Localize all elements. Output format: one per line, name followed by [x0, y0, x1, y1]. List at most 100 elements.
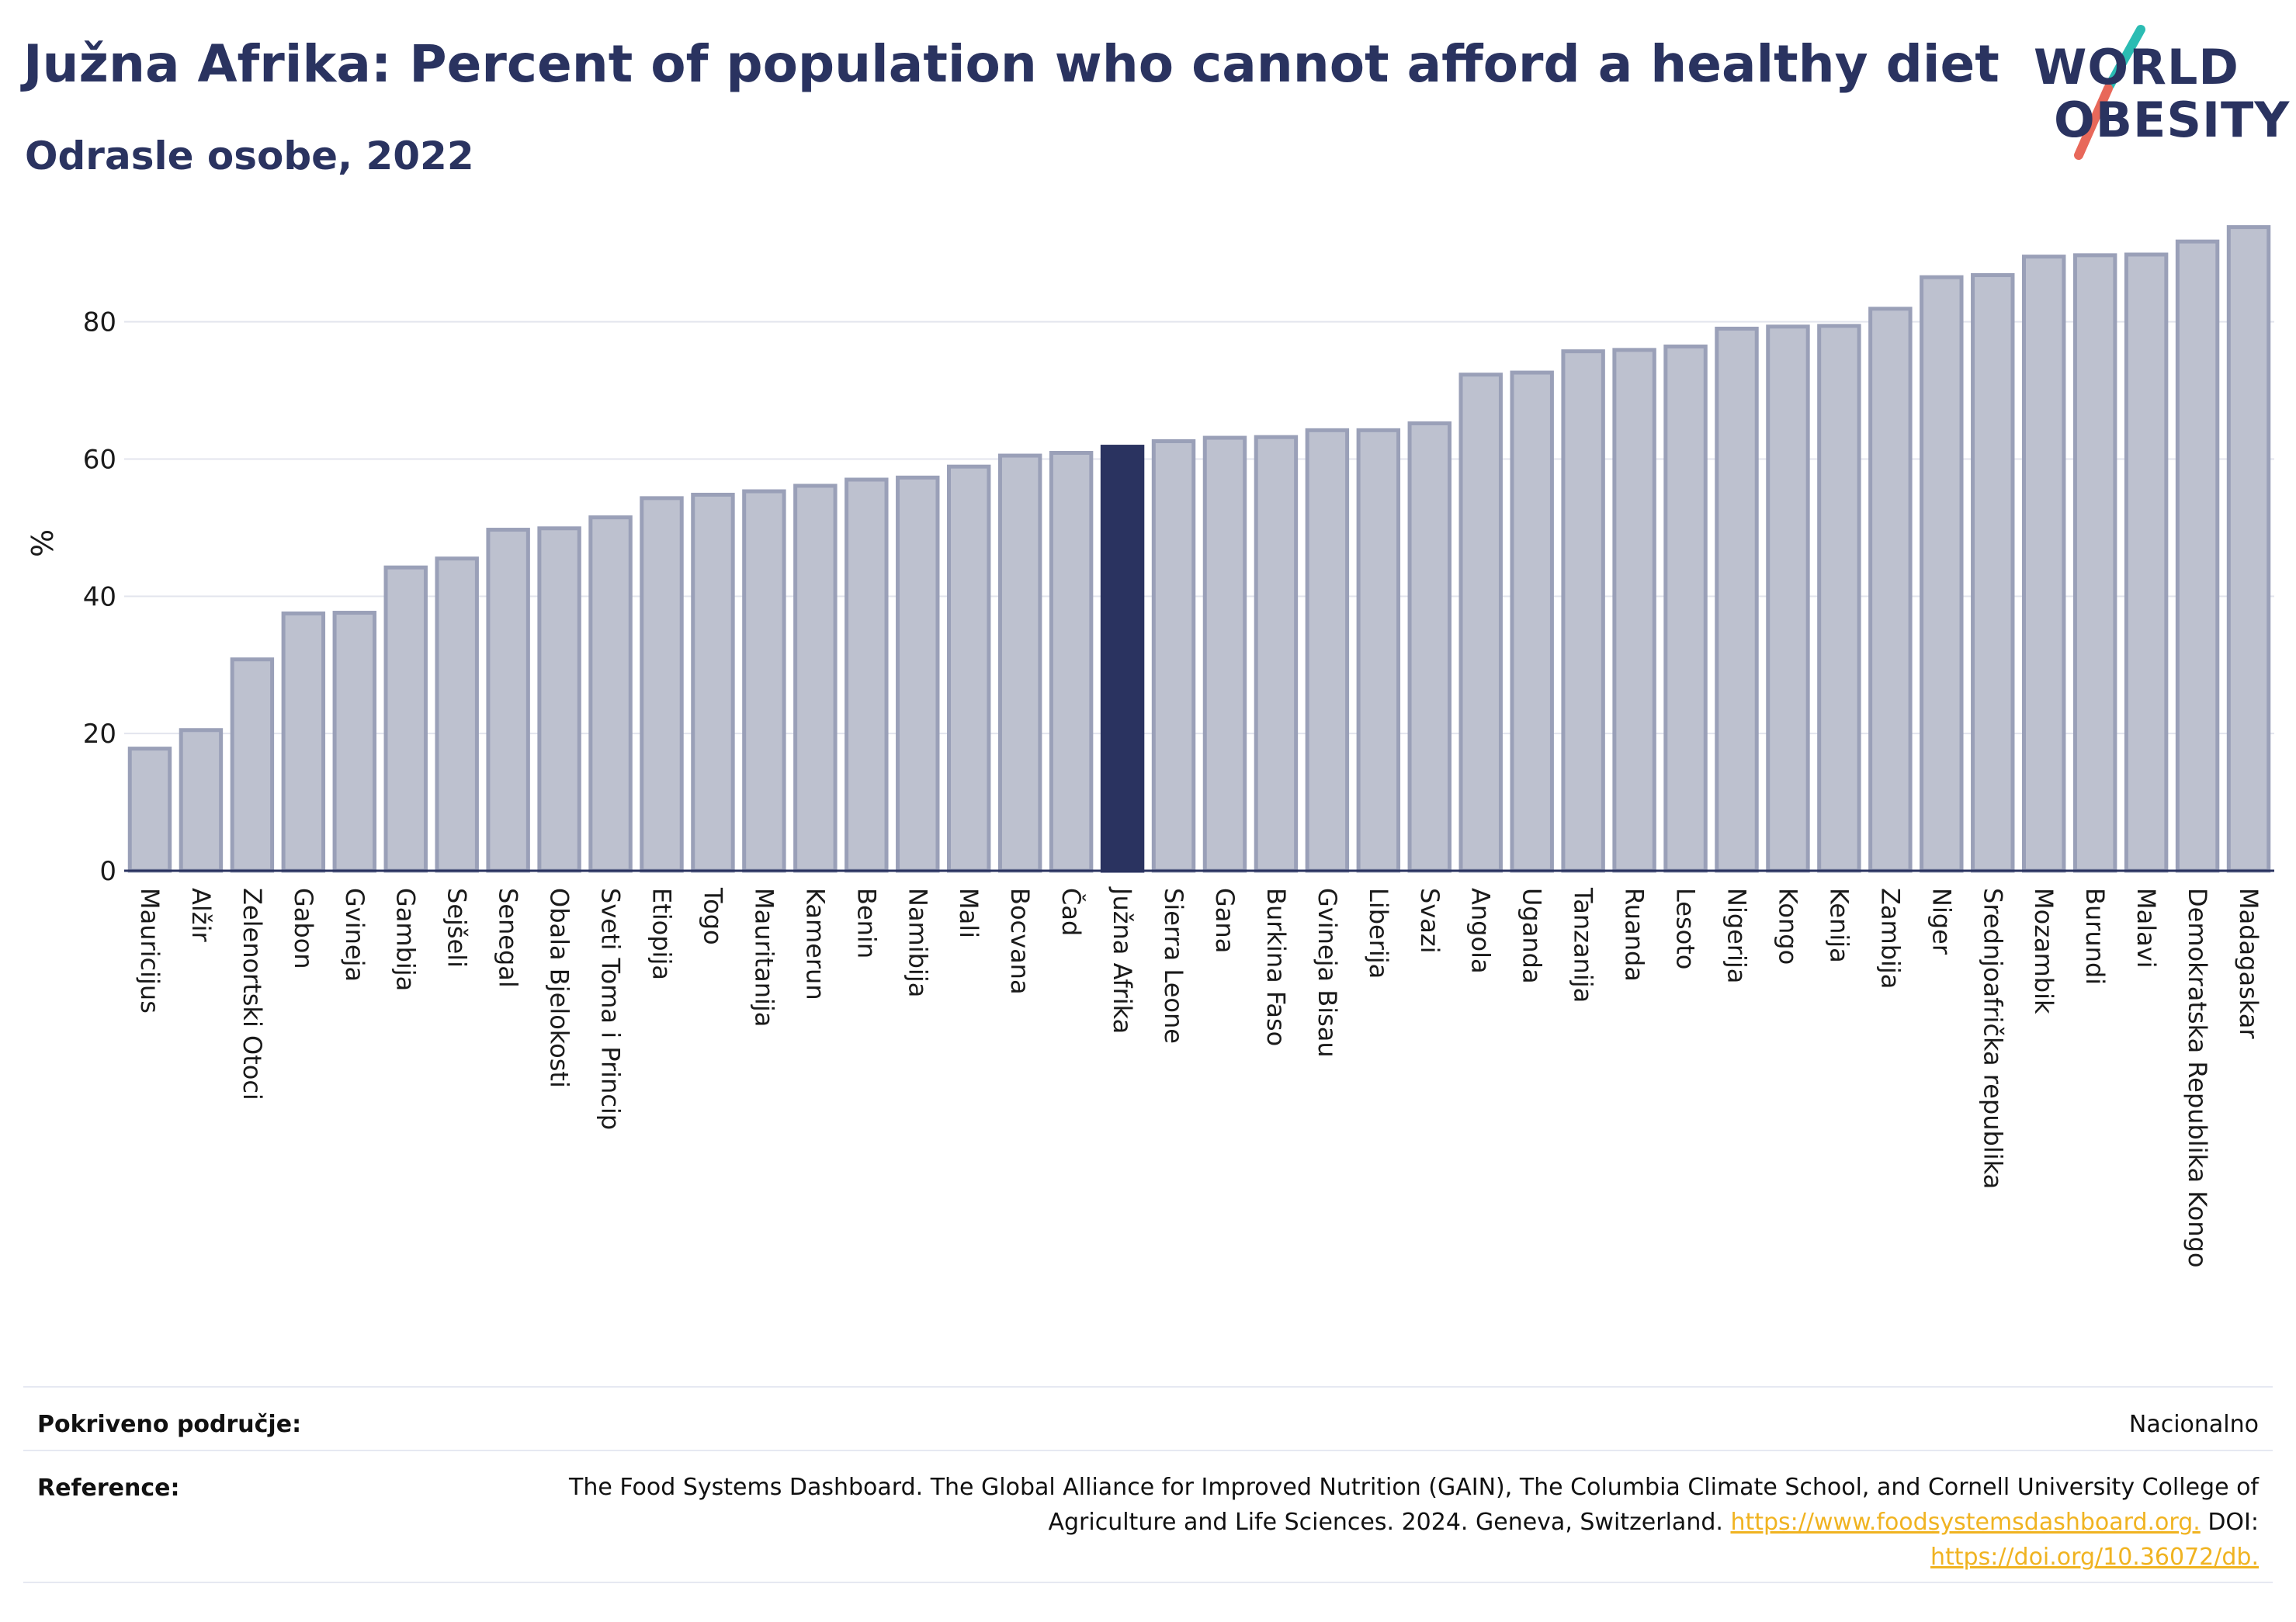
bar-tanzanija[interactable]	[1561, 349, 1605, 873]
x-tick-label-tanzanija: Tanzanija	[1569, 887, 1598, 1003]
y-axis-title: %	[26, 529, 60, 557]
bar-alžir[interactable]	[179, 728, 224, 873]
bar-senegal[interactable]	[486, 528, 530, 873]
bar-mali[interactable]	[946, 464, 991, 873]
y-axis-ticks: 0 20 40 60 80	[83, 307, 116, 887]
x-tick-label-burkina-faso: Burkina Faso	[1261, 888, 1291, 1046]
x-tick-label-nigerija: Nigerija	[1722, 888, 1752, 983]
x-tick-label-zambija: Zambija	[1875, 888, 1905, 989]
doi-label: DOI:	[2208, 1509, 2259, 1536]
bar-gambija[interactable]	[383, 565, 428, 873]
bar-mozambik[interactable]	[2021, 255, 2066, 873]
x-tick-label-gvineja-bisau: Gvineja Bisau	[1313, 888, 1342, 1058]
bar-mauricijus[interactable]	[127, 747, 172, 873]
x-tick-label-obala-bjelokosti: Obala Bjelokosti	[545, 888, 574, 1088]
bar-madagaskar[interactable]	[2226, 225, 2271, 873]
x-tick-label-mozambik: Mozambik	[2029, 888, 2058, 1014]
bar-benin[interactable]	[845, 477, 889, 873]
x-tick-label-sejšeli: Sejšeli	[442, 888, 472, 968]
bar-srednjoafrička-republika[interactable]	[1971, 273, 2015, 873]
bar-gvineja[interactable]	[332, 611, 377, 873]
bar-namibija[interactable]	[896, 475, 940, 873]
coverage-row: Pokriveno područje: Nacionalno	[23, 1386, 2273, 1450]
x-tick-label-gabon: Gabon	[289, 888, 318, 969]
x-tick-label-gana: Gana	[1210, 888, 1240, 953]
bar-demokratska-republika-kongo[interactable]	[2175, 239, 2220, 873]
bar-čad[interactable]	[1049, 451, 1094, 873]
chart-footer: Pokriveno područje: Nacionalno Reference…	[23, 1386, 2273, 1583]
bar-kamerun[interactable]	[793, 483, 838, 873]
y-tick-label-0: 0	[99, 856, 116, 887]
x-tick-label-čad: Čad	[1056, 888, 1087, 936]
bar-niger[interactable]	[1920, 275, 1964, 873]
bar-mauritanija[interactable]	[742, 489, 786, 873]
x-tick-label-uganda: Uganda	[1517, 888, 1547, 984]
logo-word-obesity: OBESITY	[2054, 92, 2291, 148]
x-tick-label-madagaskar: Madagaskar	[2234, 888, 2263, 1039]
logo-word-world: WORLD	[2034, 39, 2239, 95]
bar-uganda[interactable]	[1510, 370, 1554, 873]
reference-label: Reference:	[37, 1475, 180, 1502]
x-tick-label-ruanda: Ruanda	[1620, 888, 1649, 982]
y-tick-label-20: 20	[83, 719, 116, 750]
bar-burundi[interactable]	[2072, 253, 2117, 873]
x-tick-label-zelenortski-otoci: Zelenortski Otoci	[238, 888, 267, 1100]
bar-kenija[interactable]	[1817, 324, 1861, 873]
bar-sierra-leone[interactable]	[1151, 438, 1196, 873]
bar-bocvana[interactable]	[997, 453, 1042, 873]
bar-sveti-toma-i-princip[interactable]	[588, 515, 633, 873]
x-tick-label-demokratska-republika-kongo: Demokratska Republika Kongo	[2183, 888, 2212, 1267]
bar-gana[interactable]	[1202, 435, 1247, 873]
x-tick-label-burundi: Burundi	[2080, 888, 2110, 985]
bar-liberija[interactable]	[1356, 428, 1401, 873]
bar-etiopija[interactable]	[640, 496, 684, 873]
x-tick-label-togo: Togo	[698, 887, 727, 945]
grid-lines	[124, 321, 2274, 735]
bar-gabon[interactable]	[281, 611, 326, 873]
x-tick-label-kongo: Kongo	[1773, 888, 1802, 965]
bar-zelenortski-otoci[interactable]	[230, 657, 275, 873]
x-tick-label-alžir: Alžir	[186, 888, 216, 942]
reference-link[interactable]: https://www.foodsystemsdashboard.org.	[1730, 1509, 2201, 1536]
reference-text-block: The Food Systems Dashboard. The Global A…	[473, 1470, 2259, 1575]
x-tick-label-angola: Angola	[1466, 888, 1496, 974]
x-tick-label-kamerun: Kamerun	[800, 888, 830, 1000]
bar-gvineja-bisau[interactable]	[1305, 428, 1350, 873]
bars	[127, 225, 2271, 873]
x-tick-label-mauricijus: Mauricijus	[135, 888, 165, 1014]
bar-kongo[interactable]	[1766, 324, 1810, 873]
bar-togo[interactable]	[691, 492, 735, 873]
x-tick-label-benin: Benin	[851, 888, 881, 958]
bar-malavi[interactable]	[2124, 252, 2169, 873]
logo-slash-top	[2105, 25, 2145, 90]
x-tick-label-liberija: Liberija	[1364, 888, 1393, 979]
bar-sejšeli[interactable]	[435, 556, 479, 873]
bar-južna-afrika[interactable]	[1100, 445, 1145, 873]
x-tick-label-mali: Mali	[954, 888, 983, 938]
x-tick-label-kenija: Kenija	[1824, 888, 1854, 963]
coverage-label: Pokriveno područje:	[37, 1411, 302, 1438]
bar-obala-bjelokosti[interactable]	[537, 526, 581, 873]
bar-angola[interactable]	[1458, 373, 1503, 873]
y-tick-label-60: 60	[83, 444, 116, 475]
bar-zambija[interactable]	[1868, 307, 1913, 873]
x-tick-label-svazi: Svazi	[1415, 888, 1445, 954]
world-obesity-logo: WORLD OBESITY	[2018, 22, 2289, 169]
bar-svazi[interactable]	[1407, 421, 1452, 873]
x-tick-label-gambija: Gambija	[391, 888, 421, 991]
bar-nigerija[interactable]	[1715, 326, 1759, 873]
chart-subtitle: Odrasle osobe, 2022	[25, 133, 474, 178]
reference-text: The Food Systems Dashboard. The Global A…	[569, 1474, 2259, 1536]
bar-burkina-faso[interactable]	[1254, 435, 1299, 873]
x-tick-label-lesoto: Lesoto	[1671, 888, 1701, 969]
x-tick-label-gvineja: Gvineja	[340, 888, 369, 982]
reference-row: Reference: The Food Systems Dashboard. T…	[23, 1450, 2273, 1583]
x-tick-label-sierra-leone: Sierra Leone	[1159, 888, 1188, 1044]
bar-ruanda[interactable]	[1612, 348, 1656, 873]
doi-link[interactable]: https://doi.org/10.36072/db.	[1930, 1544, 2259, 1571]
coverage-value: Nacionalno	[2128, 1411, 2259, 1438]
logo-slash-icon	[2074, 25, 2145, 160]
logo-slash-bottom	[2074, 84, 2113, 160]
bar-lesoto[interactable]	[1663, 344, 1708, 873]
x-tick-label-bocvana: Bocvana	[1005, 888, 1035, 995]
